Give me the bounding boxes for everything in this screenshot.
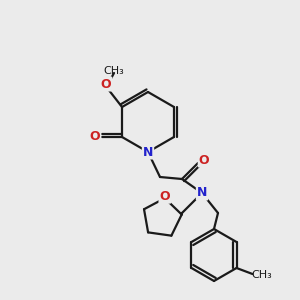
Text: O: O xyxy=(101,77,111,91)
Text: CH₃: CH₃ xyxy=(251,270,272,280)
Text: O: O xyxy=(90,130,100,143)
Text: O: O xyxy=(199,154,209,166)
Text: N: N xyxy=(143,146,153,158)
Text: N: N xyxy=(197,187,207,200)
Text: CH₃: CH₃ xyxy=(103,66,124,76)
Text: O: O xyxy=(160,190,170,203)
